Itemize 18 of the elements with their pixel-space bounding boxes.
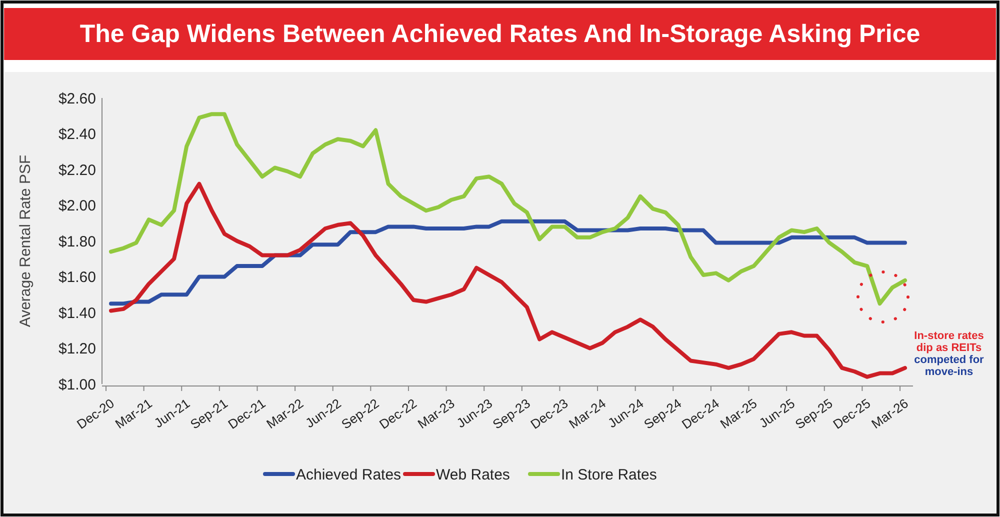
line-series <box>109 112 907 306</box>
text: In-store rates dip as REITs competed for move-ins <box>914 330 985 378</box>
y-tick-label: $2.00 <box>58 198 96 214</box>
y-tick-label: $2.40 <box>58 126 96 143</box>
legend-label: In Store Rates <box>561 466 657 484</box>
legend-label: Achieved Rates <box>296 466 402 484</box>
y-tick-label: $1.80 <box>58 233 96 250</box>
legend-label: Web Rates <box>436 466 510 484</box>
chart-title: The Gap Widens Between Achieved Rates And In-Storage Asking Price <box>80 20 920 48</box>
y-tick-label: $1.20 <box>58 340 96 358</box>
y-tick-label: $2.20 <box>58 162 96 179</box>
y-tick-label: $1.40 <box>58 304 96 322</box>
y-tick-label: $1.00 <box>58 376 96 394</box>
y-tick-label: $2.60 <box>58 90 96 108</box>
line-series <box>109 219 907 306</box>
line-series <box>109 182 907 379</box>
y-axis-title: Average Rental Rate PSF <box>17 154 34 328</box>
y-tick-label: $1.60 <box>58 269 96 286</box>
